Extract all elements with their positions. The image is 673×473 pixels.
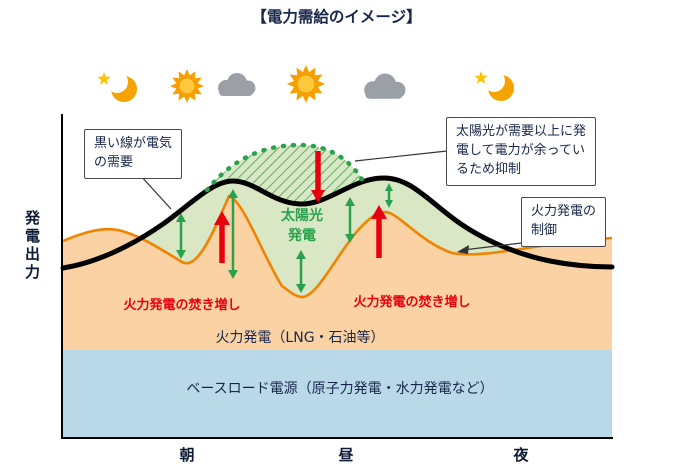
demand-callout-connector — [139, 174, 172, 210]
curtailment-callout-connector — [354, 150, 448, 162]
thermal-curve — [62, 194, 613, 299]
x-axis-label-night: 夜 — [513, 446, 529, 464]
solar-amount-arrow — [296, 250, 306, 293]
curtailment-callout-line1: 太陽光が需要以上に発 — [456, 124, 587, 139]
y-axis-label: 発電出力 — [23, 210, 41, 282]
sun-icon — [170, 69, 204, 103]
thermal-increase-arrow — [371, 205, 387, 258]
solar-amount-arrow — [228, 189, 238, 279]
curtailment-callout: 太陽光が需要以上に発 電して電力が余ってい るため抑制 — [446, 117, 597, 186]
night-icon — [97, 71, 137, 102]
thermal-control-callout: 火力発電の 制御 — [521, 197, 607, 247]
thermal-control-callout-line2: 制御 — [531, 222, 558, 238]
demand-callout: 黒い線が電気 の需要 — [84, 129, 183, 179]
x-axis-label-noon: 昼 — [338, 446, 354, 464]
solar-power-label-line1: 太陽光 — [281, 208, 323, 224]
curtailment-callout-line3: るため抑制 — [456, 161, 522, 177]
curtailment-down-arrow — [311, 151, 325, 203]
thermal-increase-label-left: 火力発電の焚き増し — [123, 298, 241, 313]
demand-callout-line2: の需要 — [94, 154, 134, 170]
solar-amount-arrow — [176, 213, 186, 259]
sun-icon — [286, 64, 326, 104]
demand-callout-line1: 黒い線が電気 — [94, 136, 173, 151]
thermal-layer-label: 火力発電（LNG・石油等） — [215, 330, 385, 346]
diagram-title: 【電力需給のイメージ】 — [251, 8, 422, 26]
cloud-icon — [218, 73, 256, 96]
night-icon — [474, 70, 514, 101]
baseload-area — [63, 350, 612, 437]
thermal-area — [63, 196, 612, 352]
x-axis-label-morning: 朝 — [179, 446, 195, 464]
solar-amount-arrow — [345, 197, 355, 243]
demand-curve — [60, 175, 615, 271]
curtailment-callout-line2: 電して電力が余ってい — [456, 142, 585, 158]
thermal-increase-arrow — [214, 211, 230, 263]
curtailment-dashed-line — [204, 142, 367, 193]
thermal-increase-label-right: 火力発電の焚き増し — [353, 295, 471, 310]
baseload-layer-label: ベースロード電源（原子力発電・水力発電など） — [186, 381, 494, 397]
chart-axes — [61, 114, 613, 439]
thermal-control-callout-line1: 火力発電の — [531, 204, 597, 219]
solar-amount-arrow — [385, 183, 393, 208]
solar-power-label-line2: 発電 — [288, 228, 316, 244]
solar-power-label: 太陽光 発電 — [259, 206, 345, 246]
thermal-control-connector-arrowhead — [457, 245, 469, 254]
cloud-icon — [364, 73, 406, 99]
